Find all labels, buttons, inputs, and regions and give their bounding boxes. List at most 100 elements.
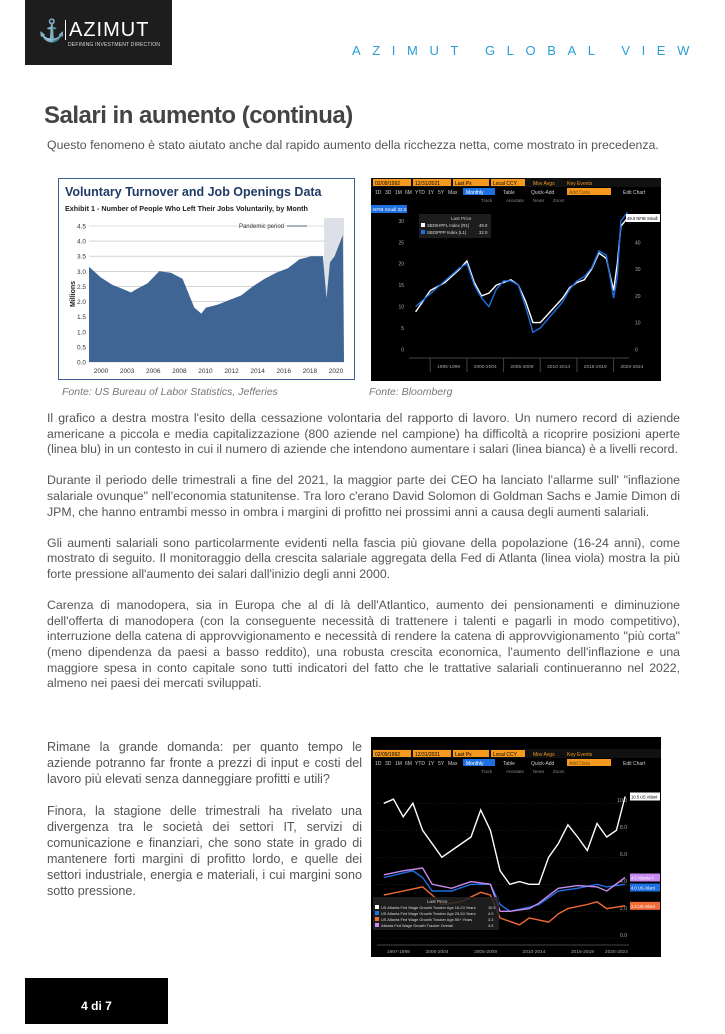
chart-tool-button[interactable]: News bbox=[533, 198, 545, 203]
period-button[interactable]: Max bbox=[448, 761, 458, 767]
period-button[interactable]: YTD bbox=[415, 761, 425, 767]
monthly-label[interactable]: Monthly bbox=[466, 190, 484, 196]
period-button[interactable]: Max bbox=[448, 190, 458, 196]
period-button[interactable]: 3D bbox=[385, 190, 392, 196]
period-button[interactable]: 5Y bbox=[438, 190, 445, 196]
area-series bbox=[89, 235, 344, 362]
table-button[interactable]: Table bbox=[503, 761, 515, 767]
y-tick-label: 2.5 bbox=[77, 284, 86, 291]
legend-swatch bbox=[375, 905, 379, 909]
x-tick-label: 2003 bbox=[120, 368, 135, 375]
chart-tool-button[interactable]: Track bbox=[481, 769, 493, 774]
chart-tool-button[interactable]: Annotate bbox=[506, 769, 525, 774]
y-tick-label: 1.5 bbox=[77, 314, 86, 321]
currency-field[interactable]: Local CCY bbox=[493, 752, 518, 758]
add-data-field bbox=[567, 188, 611, 195]
sextant-icon: ⚓ bbox=[38, 18, 66, 43]
period-button[interactable]: 6M bbox=[405, 761, 412, 767]
mov-avgs-toggle[interactable]: Mov Avgs bbox=[533, 752, 555, 758]
body-text: Il grafico a destra mostra l'esito della… bbox=[47, 411, 680, 707]
legend-name: US Atlanta Fed Wage Growth Tracker Age 5… bbox=[381, 917, 472, 922]
y-right-tick: 6.0 bbox=[620, 852, 627, 858]
series-line bbox=[383, 886, 626, 926]
left-tag bbox=[371, 205, 407, 213]
chart-tool-button[interactable]: Track bbox=[481, 198, 493, 203]
edit-chart-button[interactable]: Edit Chart bbox=[623, 761, 646, 767]
period-button[interactable]: 1Y bbox=[428, 761, 435, 767]
paragraph-5: Rimane la grande domanda: per quanto tem… bbox=[47, 740, 362, 786]
x-tick-label: 2006 bbox=[146, 368, 161, 375]
toolbar-field bbox=[373, 179, 411, 186]
monthly-label[interactable]: Monthly bbox=[466, 761, 484, 767]
chart-tool-button[interactable]: Annotate bbox=[506, 198, 525, 203]
series-tag bbox=[630, 883, 660, 892]
start-date-field[interactable]: 02/09/1992 bbox=[375, 181, 400, 187]
start-date-field[interactable]: 02/09/1992 bbox=[375, 752, 400, 758]
add-data-field bbox=[567, 759, 611, 766]
y-right-tick: 40 bbox=[635, 240, 641, 246]
key-events-toggle[interactable]: Key Events bbox=[567, 181, 593, 187]
add-data-placeholder[interactable]: Add Data bbox=[569, 761, 590, 767]
end-date-field[interactable]: 12/31/2021 bbox=[415, 181, 440, 187]
toolbar-field bbox=[491, 179, 525, 186]
price-type-field[interactable]: Last Px bbox=[455, 181, 472, 187]
y-right-tick: 0.0 bbox=[620, 933, 627, 939]
paragraph-2: Durante il periodo delle trimestrali a f… bbox=[47, 473, 680, 519]
legend-name: SBOIPPP Index (L1) bbox=[427, 230, 467, 235]
end-date-field[interactable]: 12/31/2021 bbox=[415, 752, 440, 758]
chart-tool-button[interactable]: Zoom bbox=[553, 769, 565, 774]
price-type-field[interactable]: Last Px bbox=[455, 752, 472, 758]
y-tick-label: 4.5 bbox=[77, 224, 86, 231]
x-tick-label: 1997-1999 bbox=[387, 949, 410, 955]
y-tick-label: 2.0 bbox=[77, 299, 86, 306]
series-tag bbox=[630, 873, 660, 882]
series-tag-text: 10.5 US Atlant bbox=[631, 795, 658, 800]
legend-name: Atlanta Fed Wage Growth Tracker Overall bbox=[381, 923, 453, 928]
toolbar-field bbox=[453, 179, 489, 186]
x-tick-label: 2000-2004 bbox=[474, 364, 497, 370]
chart-tool-button[interactable]: News bbox=[533, 769, 545, 774]
chart-nfib-bloomberg: 02/09/1992 12/31/2021 Last Px Local CCY Mov … bbox=[371, 178, 661, 381]
x-tick-label: 2015-2019 bbox=[584, 364, 607, 370]
table-button[interactable]: Table bbox=[503, 190, 515, 196]
chart-tool-button[interactable]: Zoom bbox=[553, 198, 565, 203]
toolbar-field bbox=[413, 750, 451, 757]
legend-title: Last Price bbox=[427, 899, 448, 904]
y-right-tick: 30 bbox=[635, 267, 641, 273]
legend-name: US Atlanta Fed Wage Growth Tracker Age 2… bbox=[381, 911, 476, 916]
legend-swatch bbox=[375, 917, 379, 921]
add-data-placeholder[interactable]: Add Data bbox=[569, 190, 590, 196]
currency-field[interactable]: Local CCY bbox=[493, 181, 518, 187]
period-button[interactable]: 1M bbox=[395, 761, 402, 767]
y-right-tick: 8.0 bbox=[620, 825, 627, 831]
period-button[interactable]: 1D bbox=[375, 761, 382, 767]
x-tick-label: 2020-2024 bbox=[620, 364, 643, 370]
toolbar-field bbox=[453, 750, 489, 757]
caption-chart1: Fonte: US Bureau of Labor Statistics, Je… bbox=[62, 386, 278, 398]
quick-add-button[interactable]: Quick-Add bbox=[531, 190, 555, 196]
x-tick-label: 2010 bbox=[198, 368, 213, 375]
x-tick-label: 2018 bbox=[303, 368, 318, 375]
period-button[interactable]: 1D bbox=[375, 190, 382, 196]
y-tick-label: 0.0 bbox=[77, 360, 86, 367]
period-button[interactable]: 1M bbox=[395, 190, 402, 196]
legend-value: 3.3 bbox=[488, 917, 493, 922]
x-tick-label: 2020-2024 bbox=[605, 949, 628, 955]
quick-add-button[interactable]: Quick-Add bbox=[531, 761, 555, 767]
period-button[interactable]: 1Y bbox=[428, 190, 435, 196]
period-button[interactable]: 3D bbox=[385, 761, 392, 767]
caption-chart2: Fonte: Bloomberg bbox=[369, 386, 453, 398]
period-button[interactable]: 6M bbox=[405, 190, 412, 196]
series-tag-text: 3.3 US Atlant bbox=[631, 904, 656, 909]
period-button[interactable]: YTD bbox=[415, 190, 425, 196]
series-line bbox=[383, 867, 626, 913]
y-left-tick: 10 bbox=[398, 305, 404, 311]
key-events-toggle[interactable]: Key Events bbox=[567, 752, 593, 758]
legend-title: Last Price bbox=[451, 216, 472, 221]
y-tick-label: 4.0 bbox=[77, 239, 86, 246]
x-tick-label: 2010-2014 bbox=[523, 949, 546, 955]
right-tag-text: 49.0 NFIB Small bbox=[627, 216, 658, 221]
period-button[interactable]: 5Y bbox=[438, 761, 445, 767]
mov-avgs-toggle[interactable]: Mov Avgs bbox=[533, 181, 555, 187]
edit-chart-button[interactable]: Edit Chart bbox=[623, 190, 646, 196]
